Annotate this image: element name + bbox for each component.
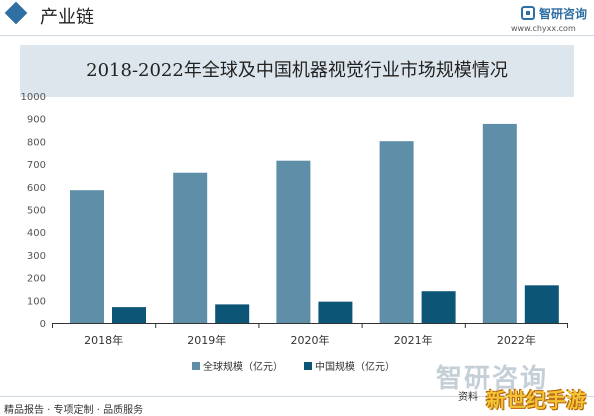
y-tick-label: 800 <box>27 137 46 148</box>
y-tick-label: 600 <box>27 183 46 194</box>
footer-divider <box>0 396 594 397</box>
y-tick-label: 100 <box>27 296 46 307</box>
chart-title: 2018-2022年全球及中国机器视觉行业市场规模情况 <box>86 60 508 81</box>
legend-swatch <box>304 362 312 370</box>
legend-swatch <box>192 362 200 370</box>
x-tick-label: 2022年 <box>497 333 536 347</box>
bar-china <box>524 285 559 323</box>
footer-right-text: 资料 <box>458 392 478 403</box>
y-tick-label: 900 <box>27 115 46 126</box>
legend-label: 全球规模（亿元） <box>203 360 283 373</box>
bar-china <box>112 307 146 323</box>
y-tick-label: 700 <box>27 160 46 171</box>
y-tick-label: 500 <box>27 206 46 217</box>
section-title: 产业链 <box>40 7 94 28</box>
header-divider <box>0 35 594 36</box>
bar-global <box>276 160 311 323</box>
corner-stamp: 新世纪手游 <box>486 388 586 412</box>
brand-name: 智研咨询 <box>539 7 588 21</box>
bar-china <box>421 291 456 323</box>
footer-slogan: 精品报告 · 专项定制 · 品质服务 <box>4 405 144 416</box>
x-tick-label: 2020年 <box>291 333 330 347</box>
header-bar: 产业链 智研咨询 www.chyxx.com <box>0 0 594 36</box>
y-tick-label: 300 <box>27 251 46 262</box>
y-tick-label: 400 <box>27 228 46 239</box>
watermark-text: 智研咨询 <box>436 364 549 394</box>
bar-china <box>318 301 353 323</box>
chart-title-box: 2018-2022年全球及中国机器视觉行业市场规模情况 <box>20 45 574 97</box>
y-tick-label: 1000 <box>21 92 46 103</box>
bar-china <box>215 304 250 323</box>
brand-logo-icon <box>521 6 535 20</box>
x-tick-label: 2018年 <box>84 333 123 347</box>
bar-global <box>70 190 104 323</box>
y-tick-label: 0 <box>40 319 46 330</box>
x-tick-label: 2021年 <box>394 333 433 347</box>
y-tick-label: 200 <box>27 274 46 285</box>
bar-global <box>482 123 517 324</box>
bar-global <box>173 172 208 323</box>
bar-global <box>379 141 414 323</box>
legend-label: 中国规模（亿元） <box>315 360 395 373</box>
x-tick-label: 2019年 <box>187 333 226 347</box>
brand-url: www.chyxx.com <box>511 24 576 33</box>
